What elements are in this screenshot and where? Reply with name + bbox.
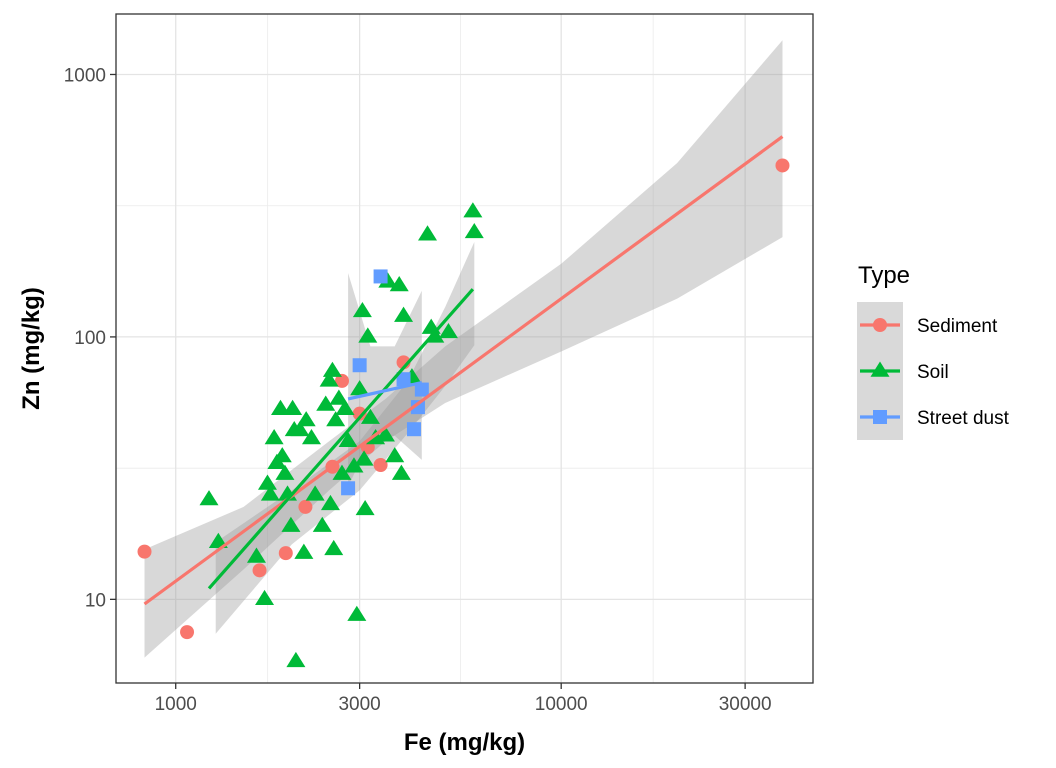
y-tick-label: 1000 [64,65,106,86]
soil-point [199,490,219,506]
legend-marker-sediment [873,318,887,332]
soil-fit-line [207,288,475,590]
y-tick-label: 100 [74,328,106,349]
legend-label-soil: Soil [917,362,949,383]
soil-point [350,380,370,396]
legend-marker-street-dust [873,410,887,424]
soil-point [378,272,398,288]
soil-point [354,450,374,466]
soil-point [329,389,349,405]
soil-point [324,539,344,556]
soil-point [335,399,355,415]
legend-marker-soil [870,361,890,377]
soil-point [246,547,266,563]
soil-point [260,485,280,501]
x-axis-title: Fe (mg/kg) [404,729,525,756]
soil-point [316,395,336,411]
soil-point [264,429,284,445]
soil-point [290,420,310,437]
legend: Type Sediment Soil Street dust [857,262,1010,440]
soil-point [344,457,364,473]
soil-point [347,605,367,621]
sediment-point [352,406,367,421]
soil-point [352,301,372,318]
y-tick-label: 10 [85,590,106,611]
soil-point [375,426,395,442]
x-tick-label: 3000 [338,694,380,715]
soil-point [255,589,275,606]
soil-point [385,447,405,463]
plot-panel [116,14,813,683]
sediment-point [278,546,293,561]
street-dust-point [341,481,356,496]
legend-label-street-dust: Street dust [917,408,1010,429]
street-dust-point [373,269,388,284]
soil-point [322,361,342,377]
soil-point [257,474,277,490]
street-dust-confidence-band [348,273,422,487]
soil-point [464,222,484,239]
soil-point [301,429,321,445]
street-dust-point [396,372,411,387]
sediment-point [298,499,313,514]
soil-point [296,411,316,427]
street-dust-point [352,358,367,373]
soil-point [281,516,301,532]
legend-label-sediment: Sediment [917,316,998,337]
x-tick-label: 1000 [155,694,197,715]
soil-point [391,464,411,480]
sediment-point [775,158,790,173]
sediment-point [252,563,267,578]
street-dust-point [406,422,421,437]
sediment-point [373,458,388,473]
plot-border [115,13,814,684]
soil-point [320,494,340,511]
sediment-point [137,544,152,559]
sediment-point [180,625,195,640]
soil-point [326,411,346,427]
soil-point [319,371,339,387]
soil-point [360,408,380,424]
soil-point [338,431,358,448]
soil-point [294,543,314,559]
soil-point [272,447,292,463]
fit-lines [143,135,784,606]
street-dust-point [410,400,425,415]
soil-confidence-band [215,242,475,634]
soil-point [355,499,375,516]
soil-point [463,202,483,218]
soil-point [275,464,295,480]
soil-point [208,532,228,548]
soil-point [332,464,352,480]
soil-point [438,322,458,339]
grid-minor [116,14,813,683]
soil-point [305,485,325,501]
street-dust-fit-line [347,380,423,401]
y-axis: 10 100 1000 [64,65,116,611]
x-axis: 1000 3000 10000 30000 [155,683,772,715]
grid-major [116,14,813,683]
soil-point [358,327,378,343]
street-dust-point [414,382,429,397]
y-axis-title: Zn (mg/kg) [18,287,45,410]
sediment-point [334,373,349,388]
legend-title: Type [858,262,910,289]
x-tick-label: 10000 [535,694,588,715]
soil-point [394,306,414,322]
soil-point [286,651,306,668]
x-tick-label: 30000 [719,694,772,715]
soil-point [312,516,332,532]
soil-point [418,225,438,241]
soil-point [389,276,409,292]
soil-point [283,399,303,415]
soil-point [271,399,291,415]
sediment-fit-line [143,135,784,606]
data-points [137,158,790,668]
